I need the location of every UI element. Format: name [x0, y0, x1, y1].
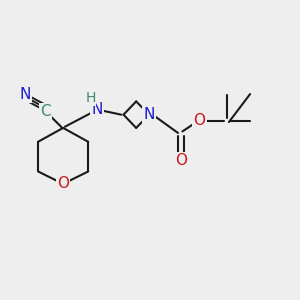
- Text: O: O: [57, 176, 69, 191]
- Text: H: H: [85, 92, 96, 106]
- Text: C: C: [40, 104, 51, 119]
- Text: O: O: [194, 113, 206, 128]
- Text: N: N: [91, 102, 103, 117]
- Text: N: N: [19, 87, 31, 102]
- Text: O: O: [175, 153, 187, 168]
- Text: N: N: [143, 107, 155, 122]
